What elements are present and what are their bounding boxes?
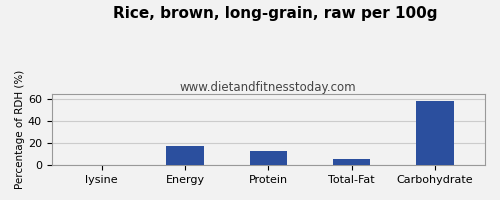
Text: Rice, brown, long-grain, raw per 100g: Rice, brown, long-grain, raw per 100g [113,6,437,21]
Bar [166,146,203,165]
Title: www.dietandfitnesstoday.com: www.dietandfitnesstoday.com [180,81,356,94]
Bar [250,151,287,165]
Bar [333,159,370,165]
Y-axis label: Percentage of RDH (%): Percentage of RDH (%) [15,70,25,189]
Bar [416,101,454,165]
